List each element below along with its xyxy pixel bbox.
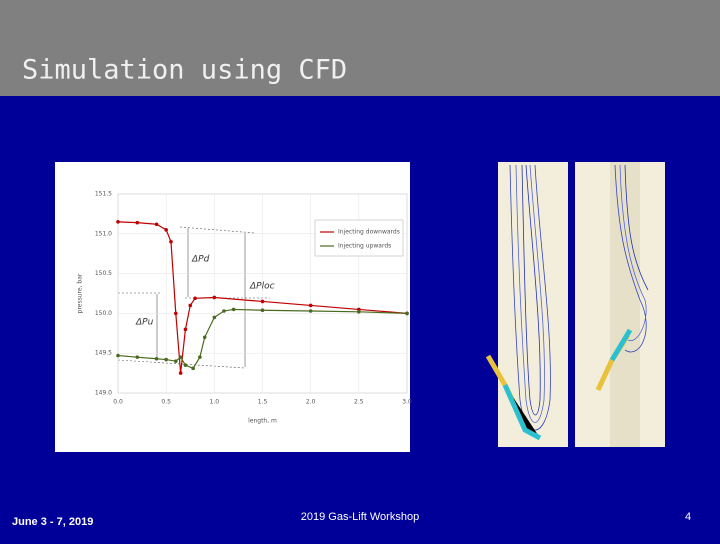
x-tick-label: 2.5 [354,399,364,406]
y-tick-label: 150.5 [95,270,112,277]
cfd-image-left [485,162,568,447]
data-point [188,303,193,308]
legend-label: Injecting downwards [338,229,400,236]
legend-box [314,219,404,257]
data-point [357,310,361,314]
data-point [174,311,178,316]
data-point [169,239,173,244]
data-point [202,335,207,340]
x-tick-label: 1.5 [258,399,268,406]
data-point [116,220,120,224]
data-point [164,228,168,232]
data-point [212,315,217,320]
y-tick-label: 149.0 [95,390,112,397]
data-point [198,355,202,359]
data-point [135,220,140,225]
data-point [135,355,140,359]
data-point [405,311,409,316]
y-tick-label: 149.5 [95,350,112,357]
y-tick-label: 151.0 [95,230,112,237]
data-point [154,222,159,227]
slide-title: Simulation using CFD [22,55,347,86]
annotation: ΔPu [135,318,154,328]
data-point [183,327,188,332]
reference-lines [117,226,270,369]
data-point [178,371,183,375]
data-point [193,296,197,301]
x-tick-label: 3.0 [402,399,412,406]
x-axis-label: length, m [248,418,277,425]
annotation: ΔPloc [249,282,275,292]
y-axis-label: pressure, bar [77,273,84,313]
x-tick-label: 0.0 [113,399,123,406]
data-point [191,366,195,371]
data-point [308,303,313,308]
y-tick-label: 151.5 [95,191,112,198]
footer-date: June 3 - 7, 2019 [12,516,93,528]
y-tick-label: 150.0 [95,310,112,317]
data-point [183,363,188,367]
x-tick-label: 2.0 [306,399,316,406]
data-point [154,356,159,361]
chart-panel [55,162,410,452]
footer-event: 2019 Gas-Lift Workshop [301,511,419,523]
data-point [116,353,120,358]
header-band [0,0,720,96]
data-point [174,359,178,363]
data-point [231,307,236,312]
data-point [308,309,313,313]
data-point [164,357,168,362]
legend-label: Injecting upwards [338,243,391,250]
data-point [260,299,265,304]
data-point [178,355,183,359]
data-point [222,309,226,313]
footer-page: 4 [685,511,691,523]
data-point [260,308,265,313]
cfd-image-right [575,162,665,447]
annotation: ΔPd [191,255,210,265]
x-tick-label: 1.0 [210,399,220,406]
data-point [212,295,217,300]
x-tick-label: 0.5 [161,399,171,406]
